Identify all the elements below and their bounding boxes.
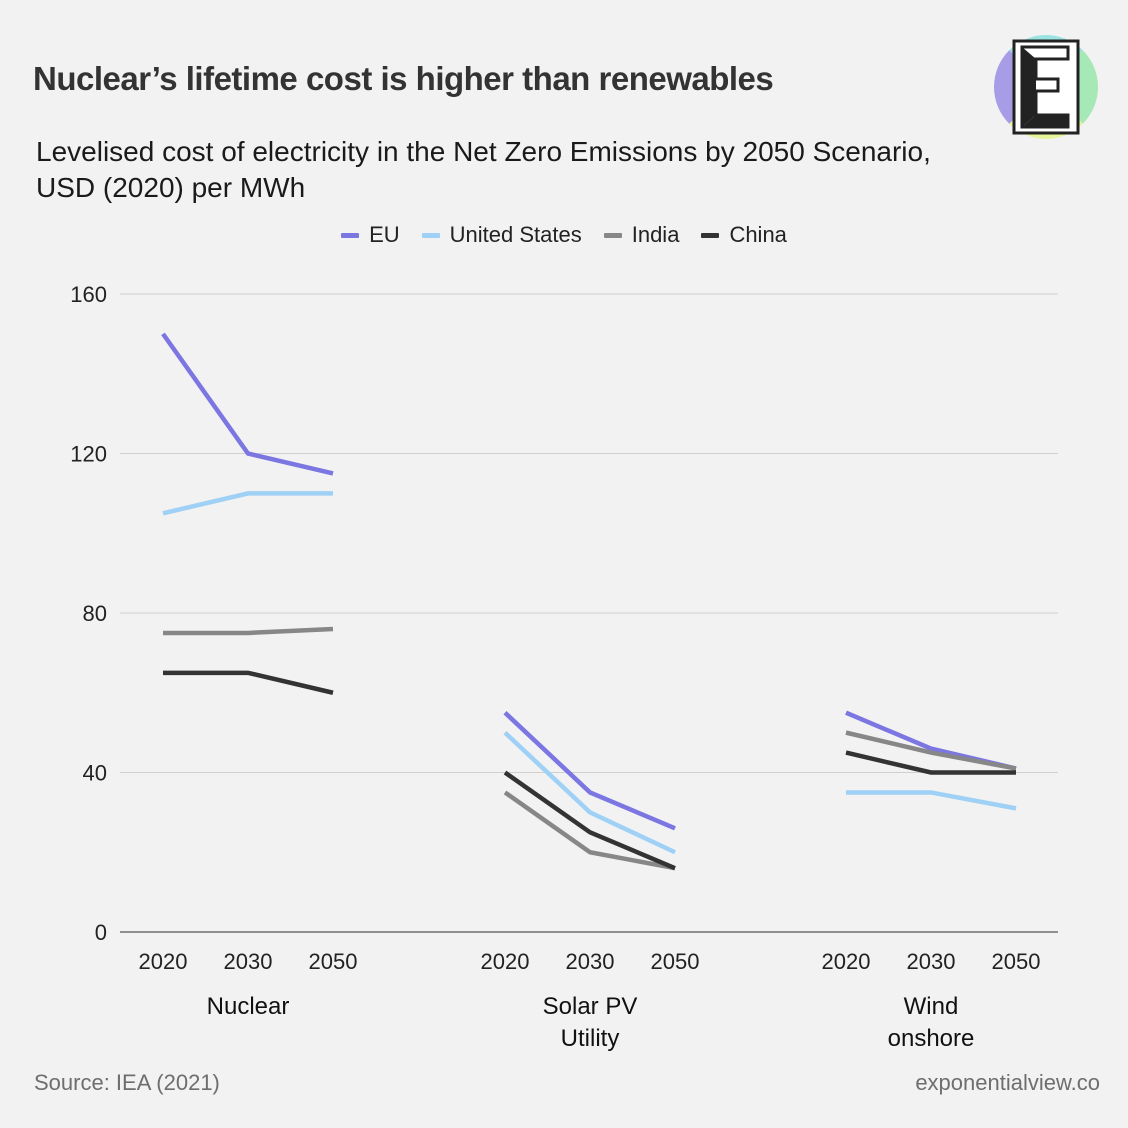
group-label: Solar PV — [543, 993, 638, 1020]
legend-item: EU — [341, 222, 400, 248]
x-tick-label: 2030 — [907, 949, 956, 974]
series-line-united-states — [162, 491, 333, 516]
source-note: Source: IEA (2021) — [34, 1070, 220, 1095]
series-line-china — [163, 670, 334, 695]
x-tick-label: 2050 — [309, 949, 358, 974]
series-line-eu — [503, 711, 676, 831]
x-tick-label: 2030 — [224, 949, 273, 974]
y-tick-label: 0 — [95, 920, 107, 945]
series-line-india — [163, 626, 334, 636]
subtitle-line-2: USD (2020) per MWh — [36, 172, 306, 203]
series-line-eu — [161, 332, 334, 476]
series-line-united-states — [846, 790, 1017, 811]
subtitle-line-1: Levelised cost of electricity in the Net… — [36, 136, 931, 167]
x-tick-label: 2050 — [992, 949, 1041, 974]
series-line-china — [845, 750, 1016, 775]
x-tick-label: 2020 — [481, 949, 530, 974]
x-tick-label: 2020 — [139, 949, 188, 974]
legend-label: United States — [449, 222, 582, 247]
exponential-view-logo-icon: E — [994, 35, 1098, 139]
legend-label: India — [631, 222, 680, 247]
legend-label: EU — [369, 222, 400, 247]
y-tick-label: 120 — [70, 442, 107, 467]
legend-swatch — [603, 232, 622, 238]
y-tick-label: 160 — [70, 282, 107, 307]
series-line-india — [503, 790, 676, 871]
legend-swatch — [341, 232, 360, 238]
group-label: onshore — [888, 1025, 975, 1052]
x-tick-label: 2020 — [822, 949, 871, 974]
legend-item: India — [603, 222, 680, 248]
chart-subtitle: Levelised cost of electricity in the Net… — [36, 134, 1036, 206]
site-credit: exponentialview.co — [915, 1070, 1100, 1095]
chart-legend: EU United States India China — [0, 222, 1128, 248]
chart-title: Nuclear’s lifetime cost is higher than r… — [33, 60, 774, 97]
series-line-united-states — [503, 730, 676, 855]
y-tick-label: 40 — [83, 761, 107, 786]
legend-swatch — [701, 232, 720, 238]
y-tick-label: 80 — [83, 601, 107, 626]
x-tick-label: 2030 — [566, 949, 615, 974]
legend-swatch — [421, 232, 440, 238]
group-label: Utility — [561, 1025, 620, 1052]
legend-label: China — [729, 222, 787, 247]
x-tick-label: 2050 — [651, 949, 700, 974]
legend-item: China — [701, 222, 787, 248]
group-label: Nuclear — [207, 993, 290, 1020]
series-line-india — [845, 730, 1017, 771]
group-label: Wind — [904, 993, 959, 1020]
legend-item: United States — [421, 222, 582, 248]
series-line-china — [503, 770, 676, 871]
